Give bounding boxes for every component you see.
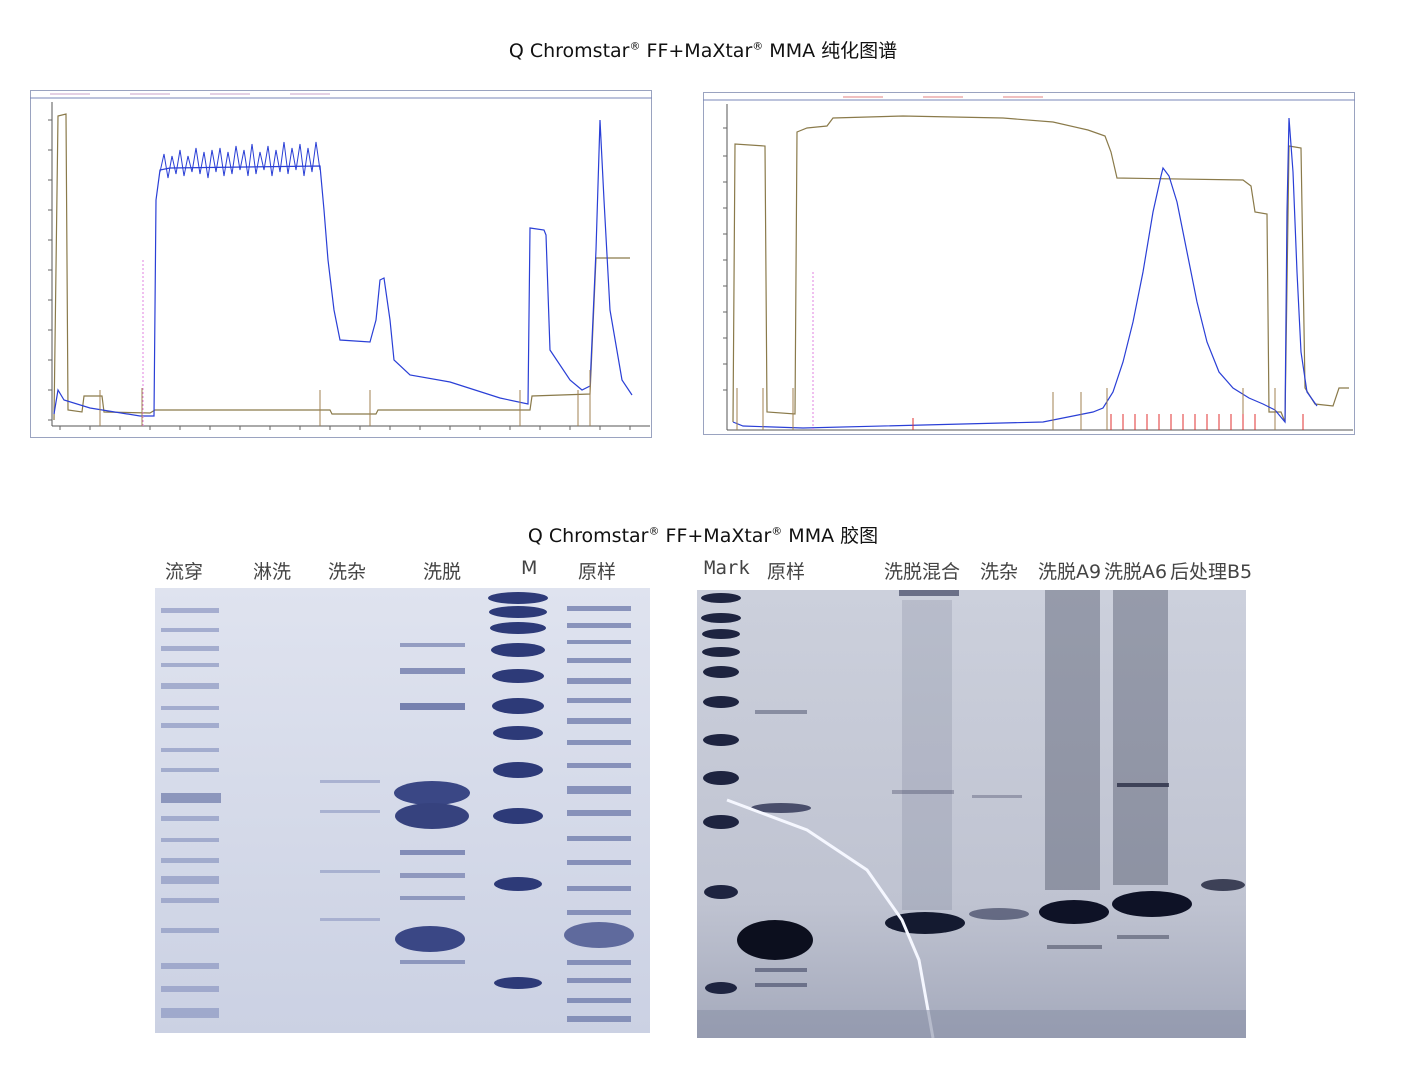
gel-image-right — [697, 590, 1246, 1038]
chromatogram-right — [703, 92, 1355, 442]
gel-image-left — [155, 588, 650, 1033]
lane-label-sample: 原样 — [578, 561, 617, 583]
lane-label-wash-right: 洗杂 — [980, 561, 1019, 583]
gel-title: Q Chromstar® FF+MaXtar® MMA 胶图 — [527, 524, 879, 547]
chromatogram-left — [30, 90, 652, 438]
lane-label-wash: 洗杂 — [328, 561, 367, 583]
lane-label-post-b5: 后处理B5 — [1170, 561, 1253, 583]
lane-label-elution-a9: 洗脱A9 — [1038, 561, 1102, 583]
lane-label-marker: M — [521, 557, 538, 579]
lane-label-raw-sample: 原样 — [767, 561, 806, 583]
lane-label-rinse: 淋洗 — [253, 561, 292, 583]
lane-label-elution-mix: 洗脱混合 — [884, 561, 961, 583]
lane-label-mark: Mark — [704, 557, 750, 579]
lane-label-elution-a6: 洗脱A6 — [1104, 561, 1168, 583]
chromatogram-title: Q Chromstar® FF+MaXtar® MMA 纯化图谱 — [508, 39, 898, 62]
lane-label-elution: 洗脱 — [423, 561, 462, 583]
lane-label-flowthrough: 流穿 — [165, 561, 204, 583]
